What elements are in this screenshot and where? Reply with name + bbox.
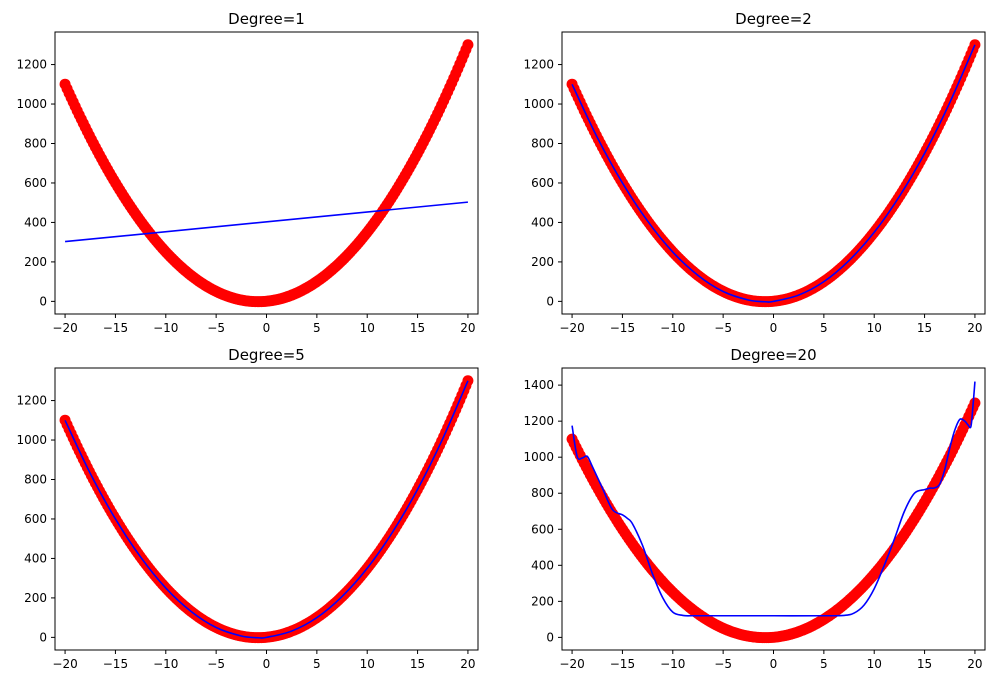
x-tick-label: 10 [360,657,375,671]
scatter-point [462,375,474,387]
y-tick-label: 1200 [16,58,47,72]
x-tick-label: 5 [820,657,828,671]
fit-line [571,381,976,617]
x-tick-label: 15 [410,657,425,671]
fit-line [64,201,469,243]
y-tick-label: 1400 [523,378,554,392]
y-tick-label: 1200 [523,58,554,72]
x-tick-label: 10 [867,657,882,671]
scatter-point [969,397,981,409]
scatter-series [59,39,474,308]
x-tick-label: 5 [820,321,828,335]
y-tick-label: 200 [531,255,554,269]
y-tick-label: 400 [24,215,47,229]
y-tick-label: 800 [24,136,47,150]
x-tick-label: −5 [207,321,225,335]
y-tick-label: 800 [531,486,554,500]
x-tick-label: −5 [714,321,732,335]
y-tick-label: 600 [531,176,554,190]
x-tick-label: 5 [313,321,321,335]
x-tick-label: −10 [153,321,178,335]
y-tick-label: 600 [24,176,47,190]
x-tick-label: 20 [460,657,475,671]
scatter-series [566,397,981,644]
subplot-2: Degree=2−20 −15 −10 −5 0 5 10 15 200200400600800… [523,10,986,335]
y-tick-label: 400 [531,558,554,572]
x-tick-label: 20 [460,321,475,335]
x-tick-label: −10 [660,321,685,335]
x-tick-label: −15 [103,657,128,671]
y-tick-label: 200 [531,594,554,608]
y-tick-label: 1000 [16,433,47,447]
scatter-point [969,39,981,51]
x-tick-label: −15 [610,321,635,335]
x-tick-label: −20 [559,657,584,671]
x-tick-label: 0 [263,657,271,671]
subplot-title: Degree=20 [730,346,816,364]
subplot-4: Degree=20−20 −15 −10 −5 0 5 10 15 20020040060080… [523,346,986,671]
fit-line [64,380,469,639]
axes-frame [54,367,479,651]
y-tick-label: 600 [531,522,554,536]
subplot-title: Degree=2 [735,10,812,28]
x-tick-label: −15 [610,657,635,671]
x-tick-label: 10 [360,321,375,335]
y-tick-label: 0 [546,630,554,644]
y-tick-label: 600 [24,512,47,526]
x-tick-label: 20 [967,321,982,335]
x-tick-label: 20 [967,657,982,671]
subplot-1: Degree=1−20 −15 −10 −5 0 5 10 15 200200400600800… [16,10,479,335]
y-tick-label: 1200 [523,414,554,428]
x-tick-label: −20 [52,657,77,671]
x-tick-label: 15 [917,657,932,671]
x-tick-label: 15 [410,321,425,335]
x-tick-label: −20 [559,321,584,335]
x-tick-label: −10 [660,657,685,671]
y-tick-label: 0 [39,294,47,308]
x-tick-label: 0 [770,657,778,671]
x-tick-label: 10 [867,321,882,335]
x-tick-label: −5 [714,657,732,671]
x-tick-label: −10 [153,657,178,671]
y-tick-label: 1000 [16,97,47,111]
axes-frame [561,31,986,315]
y-tick-label: 800 [24,472,47,486]
x-tick-label: −20 [52,321,77,335]
y-tick-label: 0 [546,294,554,308]
subplot-title: Degree=1 [228,10,305,28]
y-tick-label: 200 [24,255,47,269]
x-tick-label: 0 [770,321,778,335]
x-tick-label: 15 [917,321,932,335]
subplot-title: Degree=5 [228,346,305,364]
y-tick-label: 200 [24,591,47,605]
y-tick-label: 1000 [523,450,554,464]
scatter-point [462,39,474,51]
y-tick-label: 1000 [523,97,554,111]
x-tick-label: 5 [313,657,321,671]
x-tick-label: 0 [263,321,271,335]
y-tick-label: 800 [531,136,554,150]
x-tick-label: −5 [207,657,225,671]
subplot-3: Degree=5−20 −15 −10 −5 0 5 10 15 200200400600800… [16,346,479,671]
y-tick-label: 1200 [16,394,47,408]
scatter-series [59,375,474,644]
y-tick-label: 400 [531,215,554,229]
x-tick-label: −15 [103,321,128,335]
scatter-series [566,39,981,308]
y-tick-label: 400 [24,551,47,565]
axes-frame [54,31,479,315]
y-tick-label: 0 [39,630,47,644]
fit-line [571,44,976,303]
